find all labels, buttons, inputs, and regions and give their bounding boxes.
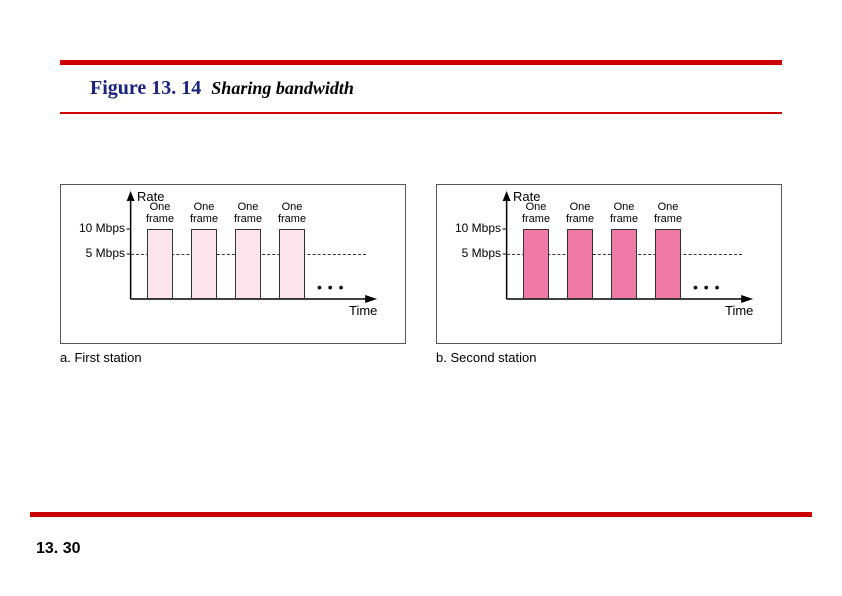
panel-a-bar-1 <box>147 229 173 299</box>
panel-a-chart-area: Rate 10 Mbps 5 Mbps Oneframe Oneframe On… <box>69 191 397 321</box>
panel-b-chart-area: Rate 10 Mbps 5 Mbps Oneframe Oneframe On… <box>445 191 773 321</box>
panel-b-bar-3 <box>611 229 637 299</box>
panel-b-tick-5: 5 Mbps <box>445 246 501 260</box>
panel-b-bar-1 <box>523 229 549 299</box>
panel-a-box: Rate 10 Mbps 5 Mbps Oneframe Oneframe On… <box>60 184 406 344</box>
charts-row: Rate 10 Mbps 5 Mbps Oneframe Oneframe On… <box>60 184 782 365</box>
panel-a-tick-5: 5 Mbps <box>69 246 125 260</box>
figure-number: Figure 13. 14 <box>90 77 201 99</box>
panel-b-bar-2 <box>567 229 593 299</box>
panel-a-frame-label-1: Oneframe <box>141 201 179 225</box>
panel-b-frame-label-1: Oneframe <box>517 201 555 225</box>
panel-a-ellipsis: • • • <box>317 279 344 295</box>
figure-caption: Sharing bandwidth <box>211 78 354 98</box>
panel-b-frame-label-2: Oneframe <box>561 201 599 225</box>
panel-a-x-label: Time <box>349 303 377 318</box>
bottom-rule <box>30 512 812 517</box>
panel-b-frame-label-4: Oneframe <box>649 201 687 225</box>
panel-a-bar-4 <box>279 229 305 299</box>
panel-b-box: Rate 10 Mbps 5 Mbps Oneframe Oneframe On… <box>436 184 782 344</box>
panel-a-frame-label-4: Oneframe <box>273 201 311 225</box>
panel-a-caption: a. First station <box>60 350 406 365</box>
panel-a-frame-label-3: Oneframe <box>229 201 267 225</box>
top-rule-thin <box>60 112 782 114</box>
page-container: Figure 13. 14 Sharing bandwidth <box>0 0 842 405</box>
panel-b-bar-4 <box>655 229 681 299</box>
panel-a-tick-10: 10 Mbps <box>69 221 125 235</box>
panel-b-tick-10: 10 Mbps <box>445 221 501 235</box>
top-rule-thick <box>60 60 782 65</box>
panel-b-frame-label-3: Oneframe <box>605 201 643 225</box>
panel-b-caption: b. Second station <box>436 350 782 365</box>
panel-a-frame-label-2: Oneframe <box>185 201 223 225</box>
panel-b: Rate 10 Mbps 5 Mbps Oneframe Oneframe On… <box>436 184 782 365</box>
title-row: Figure 13. 14 Sharing bandwidth <box>60 73 782 104</box>
panel-b-ellipsis: • • • <box>693 279 720 295</box>
panel-b-x-label: Time <box>725 303 753 318</box>
panel-a: Rate 10 Mbps 5 Mbps Oneframe Oneframe On… <box>60 184 406 365</box>
page-number: 13. 30 <box>36 540 80 558</box>
panel-a-bar-2 <box>191 229 217 299</box>
panel-a-bar-3 <box>235 229 261 299</box>
